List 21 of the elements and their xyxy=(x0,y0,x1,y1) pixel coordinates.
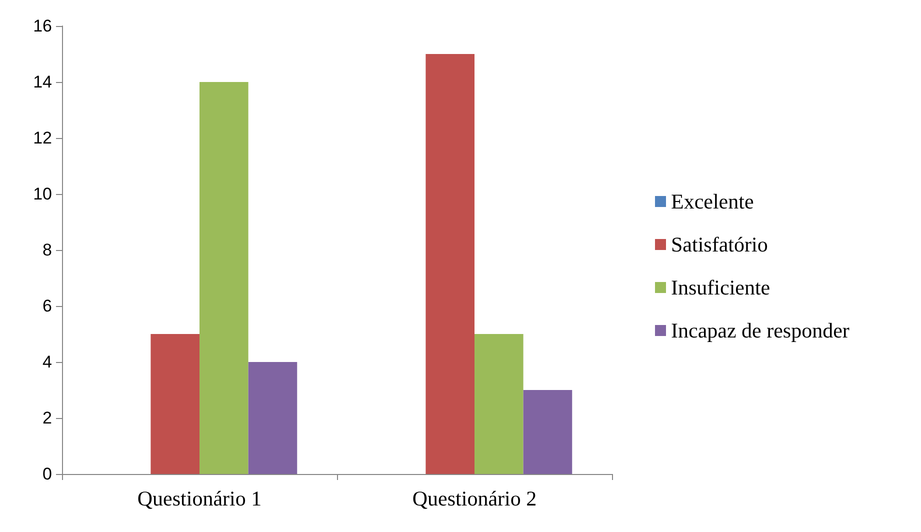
y-tick-label: 4 xyxy=(42,352,52,372)
y-tick-label: 2 xyxy=(42,408,52,428)
bar xyxy=(248,362,298,474)
y-tick-label: 16 xyxy=(33,16,52,36)
legend-label: Insuficiente xyxy=(671,276,770,300)
y-tick-label: 8 xyxy=(42,240,52,260)
y-tick-label: 12 xyxy=(33,128,52,148)
bar xyxy=(474,334,524,474)
bar xyxy=(426,54,474,474)
legend-label: Satisfatório xyxy=(671,232,768,256)
bar xyxy=(523,390,572,474)
y-tick-label: 0 xyxy=(42,464,52,484)
legend-label: Incapaz de responder xyxy=(671,318,850,342)
bar xyxy=(200,82,248,474)
bar xyxy=(150,334,200,474)
x-tick-label: Questionário 2 xyxy=(412,486,537,510)
legend-label: Excelente xyxy=(671,190,754,214)
y-tick-label: 14 xyxy=(33,72,52,92)
y-tick-label: 10 xyxy=(33,184,52,204)
y-tick-label: 6 xyxy=(42,296,52,316)
x-tick-label: Questionário 1 xyxy=(137,486,262,510)
